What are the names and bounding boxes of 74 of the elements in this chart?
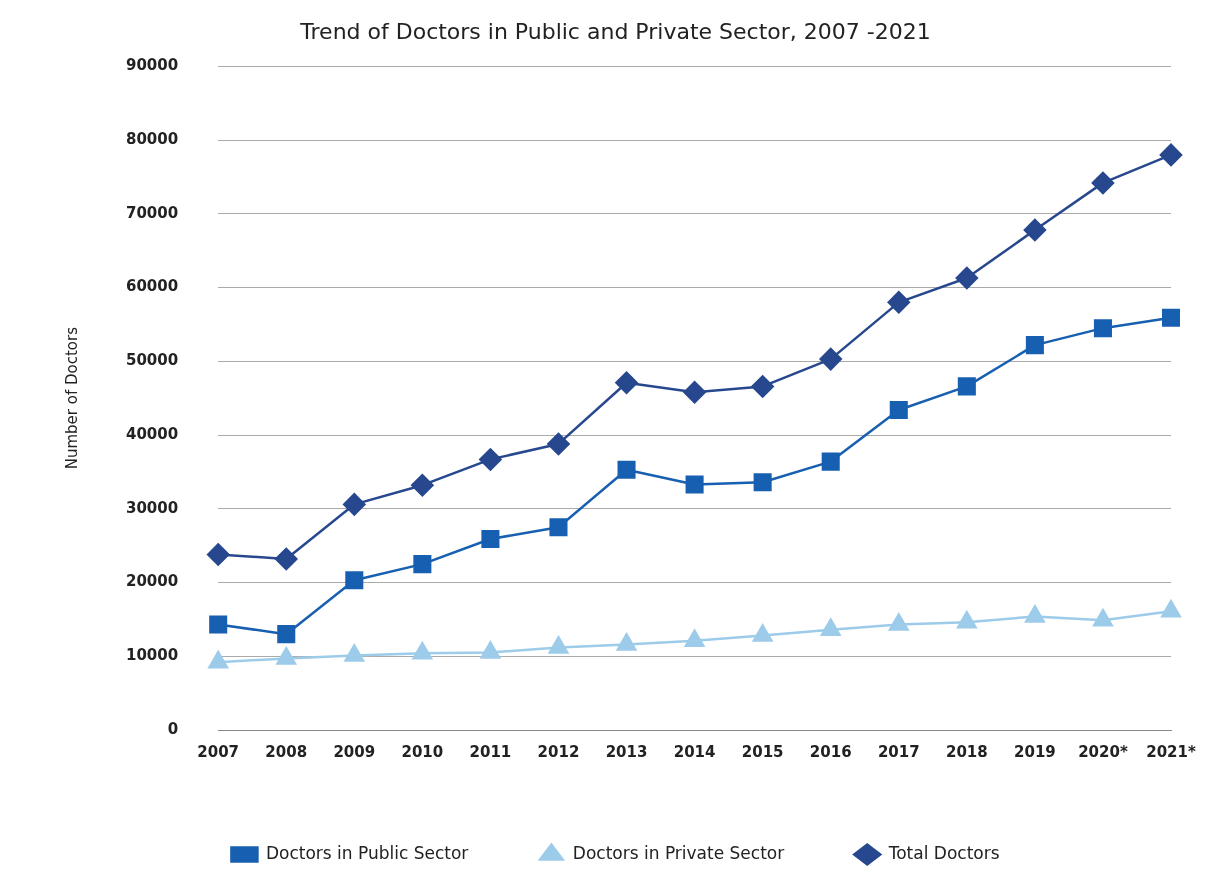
point	[1024, 605, 1045, 623]
point	[1161, 600, 1181, 618]
x-tick-label: 2010	[401, 742, 444, 761]
point	[819, 347, 842, 371]
x-tick-label: 2017	[877, 742, 920, 761]
point	[344, 644, 365, 662]
y-tick-label: 90000	[126, 56, 179, 75]
legend-label: Doctors in Public Sector	[265, 842, 469, 863]
point	[888, 613, 909, 631]
point	[617, 460, 636, 479]
y-tick-label: 80000	[126, 130, 179, 149]
point	[547, 432, 570, 456]
point	[752, 624, 773, 642]
point	[549, 518, 568, 537]
point	[411, 473, 434, 497]
point	[1161, 308, 1181, 327]
x-tick-label: 2012	[537, 742, 580, 761]
point	[208, 650, 229, 669]
point	[821, 452, 840, 471]
point	[274, 547, 298, 571]
point	[1093, 608, 1113, 627]
point	[479, 448, 502, 471]
x-tick-label: 2013	[605, 742, 648, 761]
point	[615, 371, 638, 394]
x-tick-label: 2007	[197, 742, 240, 761]
y-tick-label: 0	[167, 719, 179, 738]
point	[343, 493, 366, 516]
point	[684, 629, 705, 648]
point	[480, 641, 501, 659]
point	[751, 375, 774, 398]
point	[1091, 171, 1115, 195]
point	[1093, 319, 1112, 338]
point	[1025, 336, 1044, 355]
x-tick-label: 2011	[469, 742, 512, 761]
y-tick-label: 50000	[126, 351, 179, 370]
point	[683, 381, 706, 404]
y-tick-label: 10000	[126, 646, 179, 665]
point	[685, 475, 704, 494]
y-axis-title: Number of Doctors	[62, 326, 81, 470]
y-tick-label: 30000	[126, 498, 179, 517]
x-tick-label: 2008	[265, 742, 308, 761]
point	[345, 571, 364, 590]
point	[1023, 218, 1047, 242]
legend-label: Doctors in Private Sector	[572, 842, 785, 863]
point	[820, 618, 841, 636]
y-tick-label: 60000	[126, 277, 179, 296]
y-tick-label: 20000	[126, 572, 179, 591]
point	[955, 266, 979, 290]
point	[1159, 143, 1183, 167]
y-tick-label: 70000	[126, 203, 179, 222]
legend-label: Total Doctors	[887, 842, 1000, 863]
point	[887, 291, 911, 314]
point	[957, 377, 976, 396]
x-tick-label: 2016	[809, 742, 852, 761]
point	[753, 473, 772, 492]
point	[481, 530, 500, 549]
point	[889, 400, 908, 420]
x-tick-label: 2009	[333, 742, 376, 761]
y-tick-label: 40000	[126, 424, 179, 443]
x-tick-label: 2015	[741, 742, 784, 761]
point	[413, 555, 432, 574]
point	[412, 642, 433, 660]
point	[956, 611, 977, 629]
point	[276, 647, 297, 665]
point	[548, 636, 569, 654]
x-tick-label: 2019	[1014, 742, 1056, 761]
chart-title: Trend of Doctors in Public and Private Sector, 2007 -2021	[299, 18, 931, 44]
x-tick-label: 2020*	[1078, 742, 1128, 761]
point	[206, 543, 230, 566]
x-tick-label: 2021*	[1146, 742, 1196, 761]
point	[616, 633, 637, 651]
x-tick-label: 2014	[673, 742, 716, 761]
x-tick-label: 2018	[945, 742, 988, 761]
point	[209, 615, 228, 634]
